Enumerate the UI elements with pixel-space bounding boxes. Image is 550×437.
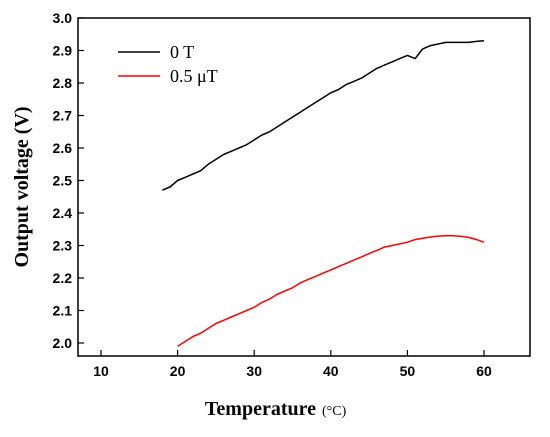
y-tick-label: 2.7	[53, 108, 73, 124]
y-tick-label: 2.4	[53, 205, 73, 221]
y-tick-label: 2.1	[53, 303, 73, 319]
x-axis-title: Temperature	[205, 398, 316, 420]
y-tick-label: 2.5	[53, 173, 73, 189]
y-tick-label: 2.8	[53, 75, 73, 91]
x-tick-label: 50	[400, 363, 416, 379]
legend-label-2: 0.5 μT	[170, 66, 218, 86]
x-tick-label: 20	[170, 363, 186, 379]
x-tick-label: 40	[323, 363, 339, 379]
y-tick-label: 2.3	[53, 238, 73, 254]
series-line-2	[177, 234, 485, 347]
x-tick-label: 10	[93, 363, 109, 379]
x-tick-label: 60	[476, 363, 492, 379]
y-axis-title: Output voltage (V)	[11, 106, 33, 267]
x-axis: 10 20 30 40 50 60	[93, 350, 492, 379]
legend-label-1: 0 T	[170, 42, 194, 62]
y-tick-label: 2.9	[53, 43, 73, 59]
y-tick-label: 2.6	[53, 140, 73, 156]
legend: 0 T 0.5 μT	[118, 42, 218, 86]
y-tick-label: 2.2	[53, 270, 73, 286]
y-tick-label: 2.0	[53, 335, 73, 351]
plot-frame	[77, 17, 531, 357]
y-axis: 2.0 2.1 2.2 2.3 2.4 2.5 2.6 2.7 2.8 2.9 3.0	[53, 10, 84, 351]
series-layer	[162, 39, 485, 347]
series-line-1	[162, 39, 485, 191]
y-tick-label: 3.0	[53, 10, 73, 26]
x-axis-unit: (°C)	[322, 404, 347, 419]
x-tick-label: 30	[246, 363, 262, 379]
